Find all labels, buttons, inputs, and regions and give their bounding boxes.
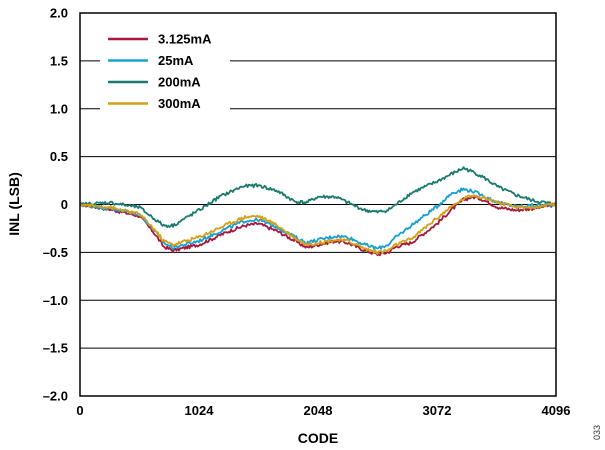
x-tick-label: 2048: [304, 403, 333, 418]
x-tick-label: 0: [76, 403, 83, 418]
y-tick-labels: 2.0 1.5 1.0 0.5 0 –0.5 –1.0 –1.5 –2.0: [43, 6, 68, 404]
series-lines: [79, 166, 557, 257]
series-line-200mA: [79, 166, 557, 229]
y-tick-label: 0: [61, 197, 68, 212]
x-tick-label: 3072: [423, 403, 452, 418]
y-tick-label: 1.0: [50, 101, 68, 116]
y-tick-label: –1.0: [43, 293, 68, 308]
y-tick-label: –0.5: [43, 245, 68, 260]
x-axis-title: CODE: [298, 430, 338, 446]
y-tick-label: 2.0: [50, 6, 68, 21]
legend-label: 300mA: [158, 96, 201, 111]
legend-box: [100, 26, 230, 114]
y-tick-label: –1.5: [43, 341, 68, 356]
legend: 3.125mA 25mA 200mA 300mA: [100, 26, 230, 114]
x-tick-label: 4096: [542, 403, 571, 418]
figure-code: 033: [592, 425, 602, 440]
x-tick-label: 1024: [185, 403, 215, 418]
y-axis-title: INL (LSB): [6, 172, 22, 236]
x-tick-labels: 0 1024 2048 3072 4096: [76, 403, 570, 418]
legend-label: 200mA: [158, 75, 201, 90]
y-tick-label: –2.0: [43, 389, 68, 404]
legend-label: 25mA: [158, 53, 194, 68]
plot-frame: [79, 12, 557, 397]
series-line-300mA: [79, 194, 557, 255]
y-tick-label: 0.5: [50, 149, 68, 164]
legend-label: 3.125mA: [158, 32, 212, 47]
y-tick-label: 1.5: [50, 53, 68, 68]
